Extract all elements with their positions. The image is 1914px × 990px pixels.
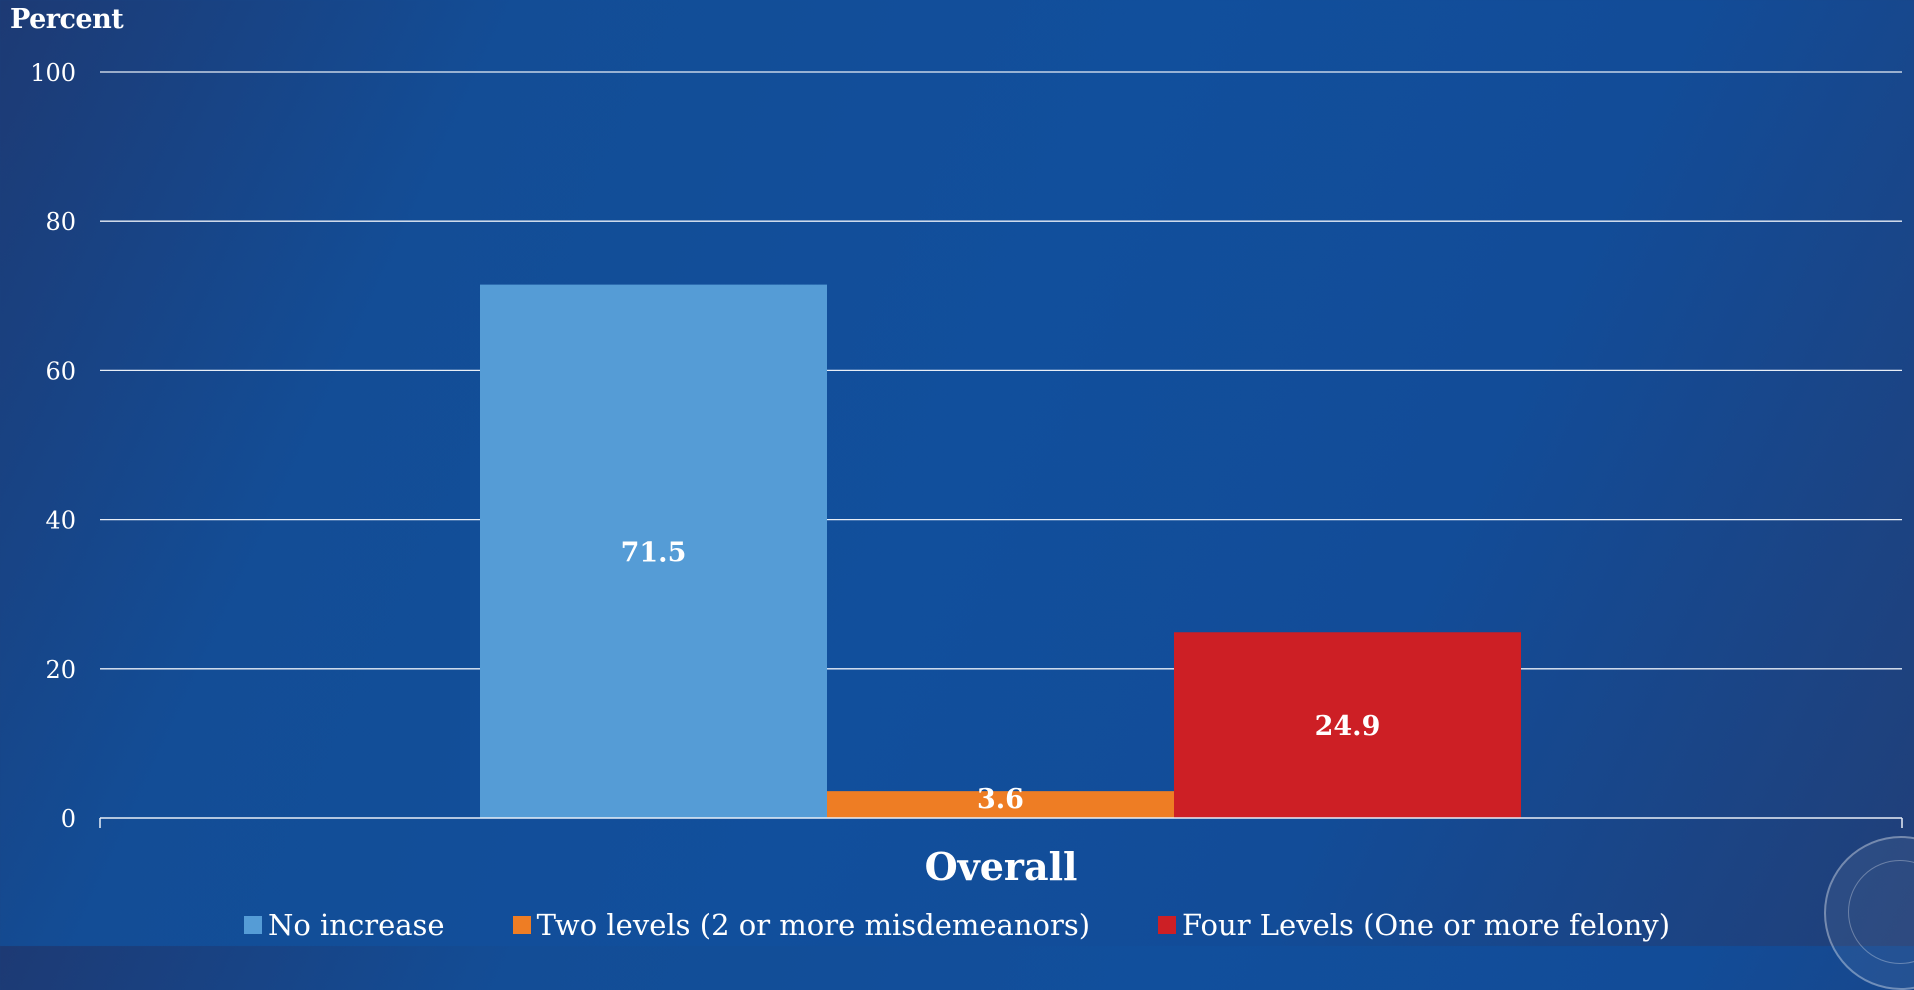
legend-item-two-levels: Two levels (2 or more misdemeanors) <box>512 908 1091 942</box>
bar-chart: 0 20 40 60 80 100 71.5 3.6 24.9 Overall <box>30 59 1903 889</box>
y-axis-title: Percent <box>10 4 124 35</box>
legend-swatch-four-levels <box>1158 916 1177 934</box>
y-tick-label-0: 0 <box>61 805 76 833</box>
data-label-2: 3.6 <box>977 784 1024 815</box>
bar-3 <box>1174 632 1521 818</box>
bar-1 <box>480 284 827 818</box>
y-tick-label-80: 80 <box>45 208 76 236</box>
y-tick-label-100: 100 <box>30 59 76 87</box>
y-tick-label-60: 60 <box>45 357 76 385</box>
y-tick-label-20: 20 <box>45 656 76 684</box>
legend-swatch-no-increase <box>243 916 262 934</box>
bar-2 <box>827 791 1174 818</box>
legend-item-four-levels: Four Levels (One or more felony) <box>1158 908 1670 942</box>
legend-item-no-increase: No increase <box>243 908 445 942</box>
legend: No increase Two levels (2 or more misdem… <box>0 908 1914 942</box>
legend-label-four-levels: Four Levels (One or more felony) <box>1182 908 1671 942</box>
legend-label-two-levels: Two levels (2 or more misdemeanors) <box>536 908 1091 942</box>
legend-swatch-two-levels <box>512 916 531 934</box>
data-label-3: 24.9 <box>1315 711 1381 742</box>
x-category-label: Overall <box>925 844 1078 889</box>
y-tick-label-40: 40 <box>45 507 76 535</box>
data-label-1: 71.5 <box>621 537 687 568</box>
legend-label-no-increase: No increase <box>267 908 445 942</box>
